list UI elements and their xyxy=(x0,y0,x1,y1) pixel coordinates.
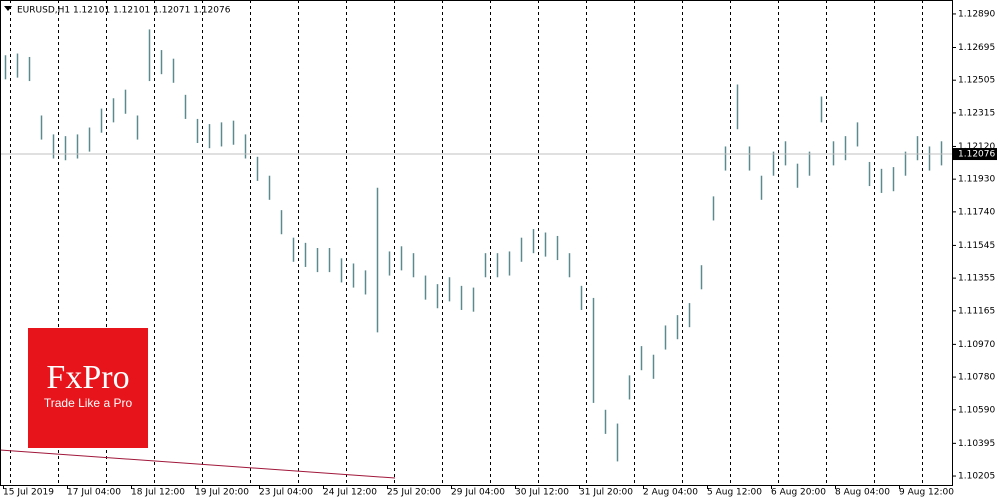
x-tick-label: 19 Jul 20:00 xyxy=(195,488,249,498)
x-tick-label: 29 Jul 04:00 xyxy=(451,488,505,498)
y-tick-label: 1.11930 xyxy=(958,175,995,185)
logo-tagline: Trade Like a Pro xyxy=(44,396,133,410)
x-tick-label: 24 Jul 12:00 xyxy=(323,488,377,498)
logo-box xyxy=(28,328,148,448)
x-tick-label: 17 Jul 04:00 xyxy=(67,488,121,498)
y-tick-label: 1.10395 xyxy=(958,439,995,449)
logo-name: FxPro xyxy=(46,359,129,396)
x-tick-label: 8 Aug 04:00 xyxy=(835,488,890,498)
y-tick-label: 1.12315 xyxy=(958,108,995,118)
y-tick-label: 1.12695 xyxy=(958,43,995,53)
x-tick-label: 31 Jul 20:00 xyxy=(579,488,633,498)
y-tick-label: 1.11545 xyxy=(958,241,995,251)
y-tick-label: 1.12890 xyxy=(958,9,995,19)
x-tick-label: 25 Jul 20:00 xyxy=(387,488,441,498)
trend-line xyxy=(0,449,396,479)
grid xyxy=(10,0,923,485)
logo: FxPro Trade Like a Pro xyxy=(28,328,148,448)
y-tick-label: 1.11355 xyxy=(958,274,995,284)
x-tick-label: 5 Aug 12:00 xyxy=(707,488,762,498)
y-tick-label: 1.10780 xyxy=(958,373,995,383)
chart-title: EURUSD,H1 1.12101 1.12101 1.12071 1.1207… xyxy=(17,6,231,16)
x-tick-label: 18 Jul 12:00 xyxy=(131,488,185,498)
menu-arrow[interactable] xyxy=(4,6,12,11)
bars xyxy=(0,29,952,462)
x-tick-label: 6 Aug 20:00 xyxy=(771,488,826,498)
y-tick-label: 1.10590 xyxy=(958,405,995,415)
y-tick-label: 1.11165 xyxy=(958,306,995,316)
plot-frame xyxy=(0,0,953,486)
y-tick-label: 1.11740 xyxy=(958,207,995,217)
y-tick-label: 1.10970 xyxy=(958,340,995,350)
y-tick-label: 1.12120 xyxy=(958,142,995,152)
last-price-box xyxy=(953,148,997,161)
x-tick-label: 23 Jul 04:00 xyxy=(259,488,313,498)
y-tick-label: 1.12505 xyxy=(958,76,995,86)
x-tick-label: 2 Aug 04:00 xyxy=(643,488,698,498)
x-tick-label: 9 Aug 12:00 xyxy=(899,488,954,498)
last-price-label: 1.12076 xyxy=(958,150,995,160)
x-tick-label: 30 Jul 12:00 xyxy=(515,488,569,498)
x-tick-label: 15 Jul 2019 xyxy=(3,488,54,498)
y-tick-label: 1.10205 xyxy=(958,472,995,482)
